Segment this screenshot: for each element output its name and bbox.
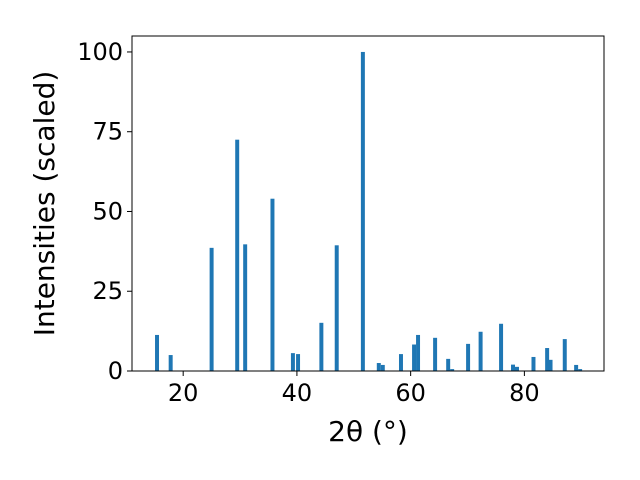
y-axis-ticks: 0 25 50 75 100 (77, 38, 132, 385)
y-tick-label-0: 0 (108, 357, 123, 385)
bar-7 (296, 354, 301, 371)
bar-15 (416, 334, 421, 371)
y-tick-label-100: 100 (77, 38, 123, 66)
bar-24 (531, 356, 536, 371)
bar-20 (478, 331, 483, 371)
x-tick-label-40: 40 (282, 379, 313, 407)
bar-17 (446, 358, 451, 371)
bar-27 (562, 339, 567, 371)
bar-22 (511, 364, 515, 371)
bar-23 (515, 366, 519, 371)
x-tick-label-60: 60 (395, 379, 426, 407)
bar-11 (376, 363, 381, 371)
y-tick-label-50: 50 (92, 197, 123, 225)
bar-series (155, 51, 583, 371)
bar-1 (168, 355, 173, 371)
bar-8 (319, 322, 324, 371)
bar-26 (548, 359, 553, 371)
bar-9 (334, 245, 339, 371)
bar-4 (243, 244, 248, 371)
bar-28 (574, 364, 579, 371)
x-tick-label-20: 20 (168, 379, 199, 407)
bar-10 (360, 51, 365, 371)
bar-19 (466, 343, 471, 371)
x-axis-label: 2θ (°) (328, 415, 408, 448)
bar-0 (155, 334, 160, 371)
bar-21 (499, 323, 504, 371)
bar-13 (398, 354, 403, 371)
x-axis-ticks: 20 40 60 80 (168, 371, 540, 407)
plot-frame (131, 35, 605, 372)
bar-16 (433, 337, 438, 371)
bar-2 (209, 247, 214, 371)
bar-3 (235, 139, 240, 371)
bar-29 (578, 369, 583, 371)
y-tick-label-75: 75 (92, 118, 123, 146)
bar-14 (412, 344, 417, 371)
bar-6 (290, 353, 295, 371)
bar-5 (270, 198, 275, 371)
bar-12 (380, 364, 385, 371)
y-axis-label: Intensities (scaled) (28, 71, 61, 337)
bar-18 (450, 369, 455, 371)
bar-25 (545, 348, 550, 371)
y-tick-label-25: 25 (92, 277, 123, 305)
x-tick-label-80: 80 (509, 379, 540, 407)
